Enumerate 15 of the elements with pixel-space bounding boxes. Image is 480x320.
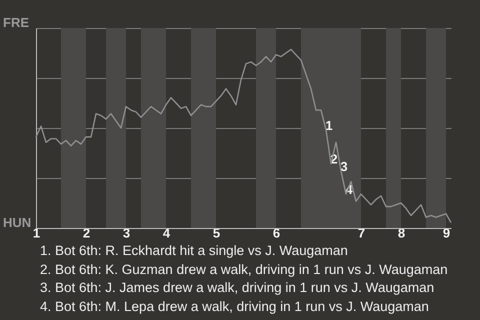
annotation: 3	[340, 158, 348, 174]
text: FRE	[3, 15, 30, 30]
text: 2. Bot 6th: K. Guzman drew a walk, driving in 1 run vs J. Waugaman	[40, 260, 448, 279]
text: HUN	[3, 215, 32, 230]
x-tick-label: 3	[122, 226, 130, 240]
text: 4. Bot 6th: M. Lepa drew a walk, driving in 1 run vs J. Waugaman	[40, 298, 430, 316]
x-tick-label: 6	[272, 226, 280, 240]
x-tick-label: 9	[442, 226, 450, 240]
x-tick-label: 1	[32, 226, 40, 240]
x-tick-label: 2	[82, 226, 90, 240]
x-tick-label: 4	[162, 226, 171, 240]
text: 3. Bot 6th: J. James drew a walk, driving in 1 run vs J. Waugaman	[40, 279, 436, 297]
text: 1. Bot 6th: R. Eckhardt hit a single vs J. Waugaman	[40, 242, 349, 260]
x-tick-label: 8	[398, 226, 406, 240]
annotation: 1	[325, 118, 333, 133]
